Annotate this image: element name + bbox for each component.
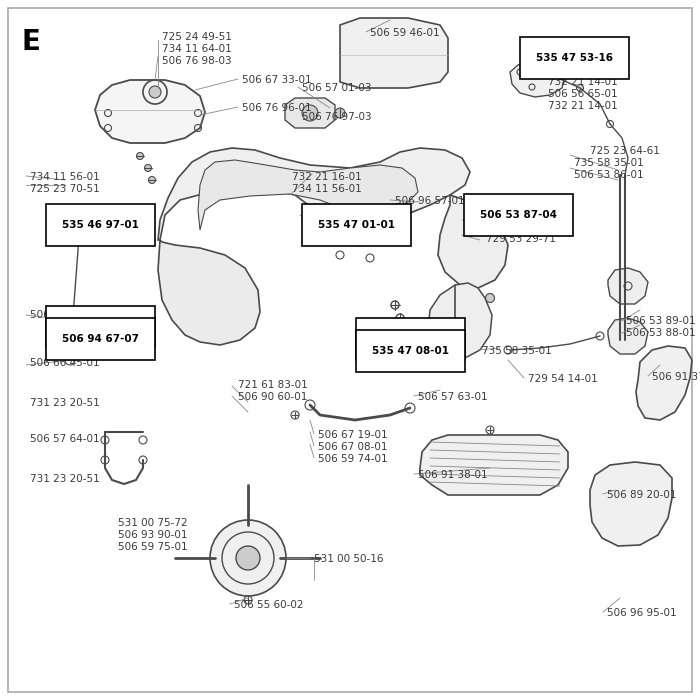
Text: E: E: [22, 28, 41, 56]
Text: 721 61 83-01: 721 61 83-01: [238, 380, 308, 390]
Polygon shape: [158, 148, 470, 240]
Polygon shape: [158, 240, 260, 345]
Text: 506 66 45-01: 506 66 45-01: [30, 358, 99, 368]
Text: 506 57 59-01: 506 57 59-01: [30, 310, 99, 320]
Text: 506 57 01-03: 506 57 01-03: [302, 83, 372, 93]
Text: 506 67 08-01: 506 67 08-01: [318, 442, 388, 452]
Text: 506 59 46-01: 506 59 46-01: [370, 28, 440, 38]
Text: 506 76 96-01: 506 76 96-01: [242, 103, 312, 113]
Circle shape: [136, 153, 144, 160]
Circle shape: [210, 520, 286, 596]
Text: 506 53 85-01: 506 53 85-01: [486, 222, 556, 232]
Text: 506 59 74-01: 506 59 74-01: [318, 454, 388, 464]
Polygon shape: [420, 435, 568, 495]
Text: 506 53 87-04: 506 53 87-04: [480, 210, 557, 220]
Text: 506 91 38-01: 506 91 38-01: [418, 470, 488, 480]
Circle shape: [335, 108, 345, 118]
Text: 506 67 19-01: 506 67 19-01: [318, 430, 388, 440]
Text: 506 90 60-01: 506 90 60-01: [238, 392, 307, 402]
Polygon shape: [608, 318, 648, 354]
Circle shape: [577, 85, 584, 92]
Circle shape: [486, 293, 494, 302]
Circle shape: [302, 105, 318, 121]
Text: 506 57 63-01: 506 57 63-01: [418, 392, 488, 402]
Polygon shape: [636, 346, 692, 420]
Polygon shape: [608, 268, 648, 304]
Text: 506 93 90-01: 506 93 90-01: [118, 530, 188, 540]
Text: 506 96 95-01: 506 96 95-01: [607, 608, 677, 618]
Polygon shape: [198, 160, 418, 230]
Text: 531 00 75-72: 531 00 75-72: [118, 518, 188, 528]
Circle shape: [148, 176, 155, 183]
Polygon shape: [590, 462, 672, 546]
Text: 506 94 67-07: 506 94 67-07: [62, 334, 139, 344]
Text: 506 59 75-01: 506 59 75-01: [118, 542, 188, 552]
Text: 506 76 97-03: 506 76 97-03: [302, 112, 372, 122]
Polygon shape: [428, 283, 492, 358]
Text: 506 56 65-01: 506 56 65-01: [548, 89, 617, 99]
Polygon shape: [438, 195, 508, 288]
Polygon shape: [95, 80, 205, 143]
Text: 731 23 20-51: 731 23 20-51: [30, 474, 99, 484]
Text: 725 24 49-51: 725 24 49-51: [162, 32, 232, 42]
Text: 731 23 20-51: 731 23 20-51: [30, 398, 99, 408]
Text: 725 24 59-61: 725 24 59-61: [372, 334, 449, 344]
Text: 506 53 89-01: 506 53 89-01: [626, 316, 696, 326]
Circle shape: [236, 546, 260, 570]
Text: 506 53 88-01: 506 53 88-01: [626, 328, 696, 338]
Text: 729 54 14-01: 729 54 14-01: [528, 374, 598, 384]
Text: 506 55 60-02: 506 55 60-02: [234, 600, 304, 610]
Text: 732 21 14-01: 732 21 14-01: [548, 77, 617, 87]
Text: 535 46 97-01: 535 46 97-01: [62, 322, 139, 332]
Circle shape: [450, 355, 460, 365]
Polygon shape: [285, 98, 335, 128]
Text: 725 23 70-51: 725 23 70-51: [30, 184, 99, 194]
Circle shape: [149, 86, 161, 98]
Text: 506 57 64-01: 506 57 64-01: [30, 434, 99, 444]
Text: 732 21 16-01: 732 21 16-01: [292, 172, 362, 182]
Polygon shape: [340, 18, 448, 88]
Text: 506 67 33-01: 506 67 33-01: [242, 75, 312, 85]
Text: 535 47 08-01: 535 47 08-01: [372, 346, 449, 356]
Text: 729 53 29-71: 729 53 29-71: [486, 234, 556, 244]
Text: 506 96 57-01: 506 96 57-01: [395, 196, 465, 206]
Text: 535 47 01-01: 535 47 01-01: [318, 220, 395, 230]
Text: 735 58 35-01: 735 58 35-01: [574, 158, 644, 168]
Text: 725 23 64-61: 725 23 64-61: [590, 146, 660, 156]
Text: 735 58 35-01: 735 58 35-01: [482, 346, 552, 356]
Text: 506 89 20-01: 506 89 20-01: [607, 490, 676, 500]
Text: 506 76 98-03: 506 76 98-03: [162, 56, 232, 66]
Text: 734 11 56-01: 734 11 56-01: [30, 172, 99, 182]
Text: 506 80 00-01: 506 80 00-01: [548, 65, 617, 75]
Text: 734 11 56-01: 734 11 56-01: [292, 184, 362, 194]
Polygon shape: [510, 60, 565, 97]
Text: 506 91 37-01: 506 91 37-01: [652, 372, 700, 382]
Text: 732 21 18-01: 732 21 18-01: [62, 208, 132, 218]
Text: 732 21 14-01: 732 21 14-01: [548, 101, 617, 111]
Text: 531 00 50-16: 531 00 50-16: [314, 554, 384, 564]
Text: 535 47 53-16: 535 47 53-16: [536, 53, 613, 63]
Circle shape: [144, 164, 151, 172]
Text: 734 11 64-01: 734 11 64-01: [162, 44, 232, 54]
Text: 506 53 86-01: 506 53 86-01: [574, 170, 643, 180]
Text: 535 46 97-01: 535 46 97-01: [62, 220, 139, 230]
